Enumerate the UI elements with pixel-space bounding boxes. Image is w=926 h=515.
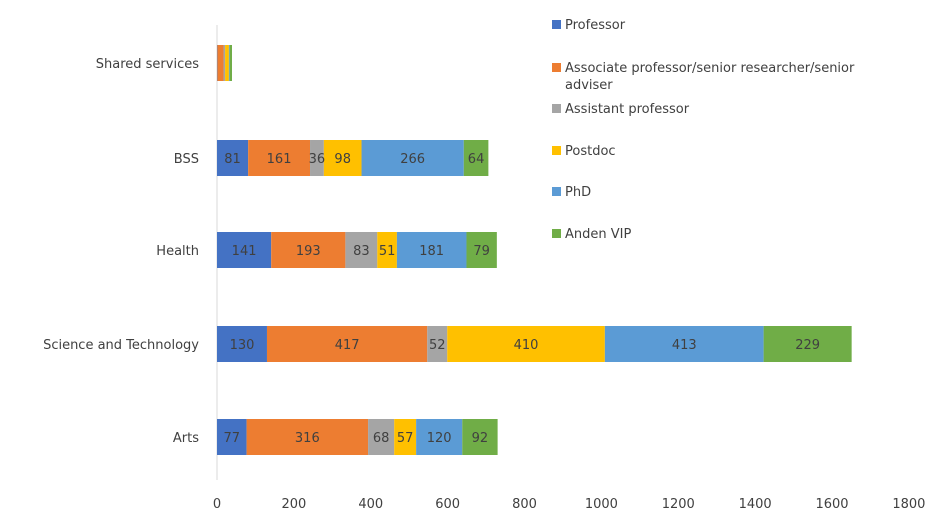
bar-segment [447, 326, 605, 362]
data-label: 68 [373, 431, 390, 446]
data-label: 64 [468, 152, 485, 167]
legend-label: Anden VIP [565, 227, 631, 242]
bar-segment [223, 45, 226, 81]
legend-label: Postdoc [565, 144, 616, 159]
category-label: Science and Technology [43, 338, 199, 353]
x-tick-label: 600 [435, 497, 460, 512]
bar-segment [396, 232, 467, 268]
bar-segment [361, 140, 464, 176]
bar-segment [217, 140, 249, 176]
legend-swatch [552, 187, 561, 196]
x-tick-label: 200 [281, 497, 306, 512]
x-tick-label: 1800 [892, 497, 925, 512]
category-label: Arts [173, 431, 199, 446]
x-tick-label: 1200 [662, 497, 695, 512]
bar-segment [310, 140, 324, 176]
x-tick-label: 1600 [815, 497, 848, 512]
x-tick-label: 400 [358, 497, 383, 512]
data-label: 83 [353, 244, 370, 259]
data-label: 81 [224, 152, 241, 167]
data-label: 36 [309, 152, 326, 167]
data-label: 410 [514, 338, 539, 353]
bar-segment [368, 419, 395, 455]
bar-segment [246, 419, 369, 455]
legend-item: Postdoc [552, 144, 616, 159]
legend-item: Anden VIP [552, 227, 631, 242]
legend-label: Professor [565, 18, 626, 33]
legend-item: Professor [552, 18, 626, 33]
bar-segment [228, 45, 230, 81]
legend-item: PhD [552, 185, 591, 200]
data-label: 52 [429, 338, 446, 353]
bar-segment [416, 419, 463, 455]
bar-segment [248, 140, 311, 176]
bar-segment [427, 326, 448, 362]
category-label: Health [156, 244, 199, 259]
legend-swatch [552, 63, 561, 72]
x-tick-labels-layer: 0 200 400 600 800 1000 1200 1400 1600 1800 [213, 497, 926, 512]
segment-labels-layer: 81 161 36 98 266 64 141 193 83 51 181 79 130 417 52 410… [224, 152, 821, 446]
legend-label: Assistant professor [565, 102, 690, 117]
bar-segment [229, 45, 232, 81]
bar-segment [217, 326, 267, 362]
legend-item: Assistant professor [552, 102, 690, 117]
data-label: 266 [400, 152, 425, 167]
data-label: 130 [230, 338, 255, 353]
bar-segment [323, 140, 362, 176]
data-label: 193 [296, 244, 321, 259]
data-label: 120 [427, 431, 452, 446]
bar-segment [763, 326, 852, 362]
legend-item: Associate professor/senior researcher/se… [552, 61, 855, 93]
data-label: 417 [335, 338, 360, 353]
bar-segment [604, 326, 764, 362]
data-label: 229 [795, 338, 820, 353]
data-label: 161 [267, 152, 292, 167]
data-label: 77 [224, 431, 241, 446]
category-label: Shared services [96, 57, 199, 72]
bar-segment [217, 232, 272, 268]
category-labels-layer: Shared services BSS Health Science and Tech… [43, 57, 199, 446]
x-tick-label: 1000 [585, 497, 618, 512]
legend-swatch [552, 104, 561, 113]
x-tick-label: 1400 [739, 497, 772, 512]
bar-segment [225, 45, 229, 81]
data-label: 51 [379, 244, 396, 259]
legend-label: Associate professor/senior researcher/se… [565, 61, 855, 93]
legend-swatch [552, 146, 561, 155]
bar-segment [266, 326, 428, 362]
x-tick-label: 800 [512, 497, 537, 512]
data-label: 181 [419, 244, 444, 259]
bar-segment [394, 419, 417, 455]
bar-segment [462, 419, 498, 455]
bar-segment [463, 140, 489, 176]
bar-segment [271, 232, 346, 268]
data-label: 79 [473, 244, 490, 259]
legend-label: PhD [565, 185, 591, 200]
data-label: 92 [472, 431, 489, 446]
bar-segment [345, 232, 378, 268]
data-label: 98 [334, 152, 351, 167]
legend-swatch [552, 20, 561, 29]
data-label: 316 [295, 431, 320, 446]
bar-segment [377, 232, 397, 268]
bar-segment [217, 419, 247, 455]
x-tick-label: 0 [213, 497, 221, 512]
data-label: 413 [672, 338, 697, 353]
category-label: BSS [174, 152, 199, 167]
data-label: 57 [397, 431, 414, 446]
legend-swatch [552, 229, 561, 238]
legend: Professor Associate professor/senior rese… [552, 18, 855, 242]
bar-segment [217, 45, 224, 81]
bars-layer [217, 45, 852, 455]
data-label: 141 [232, 244, 257, 259]
bar-segment [466, 232, 497, 268]
